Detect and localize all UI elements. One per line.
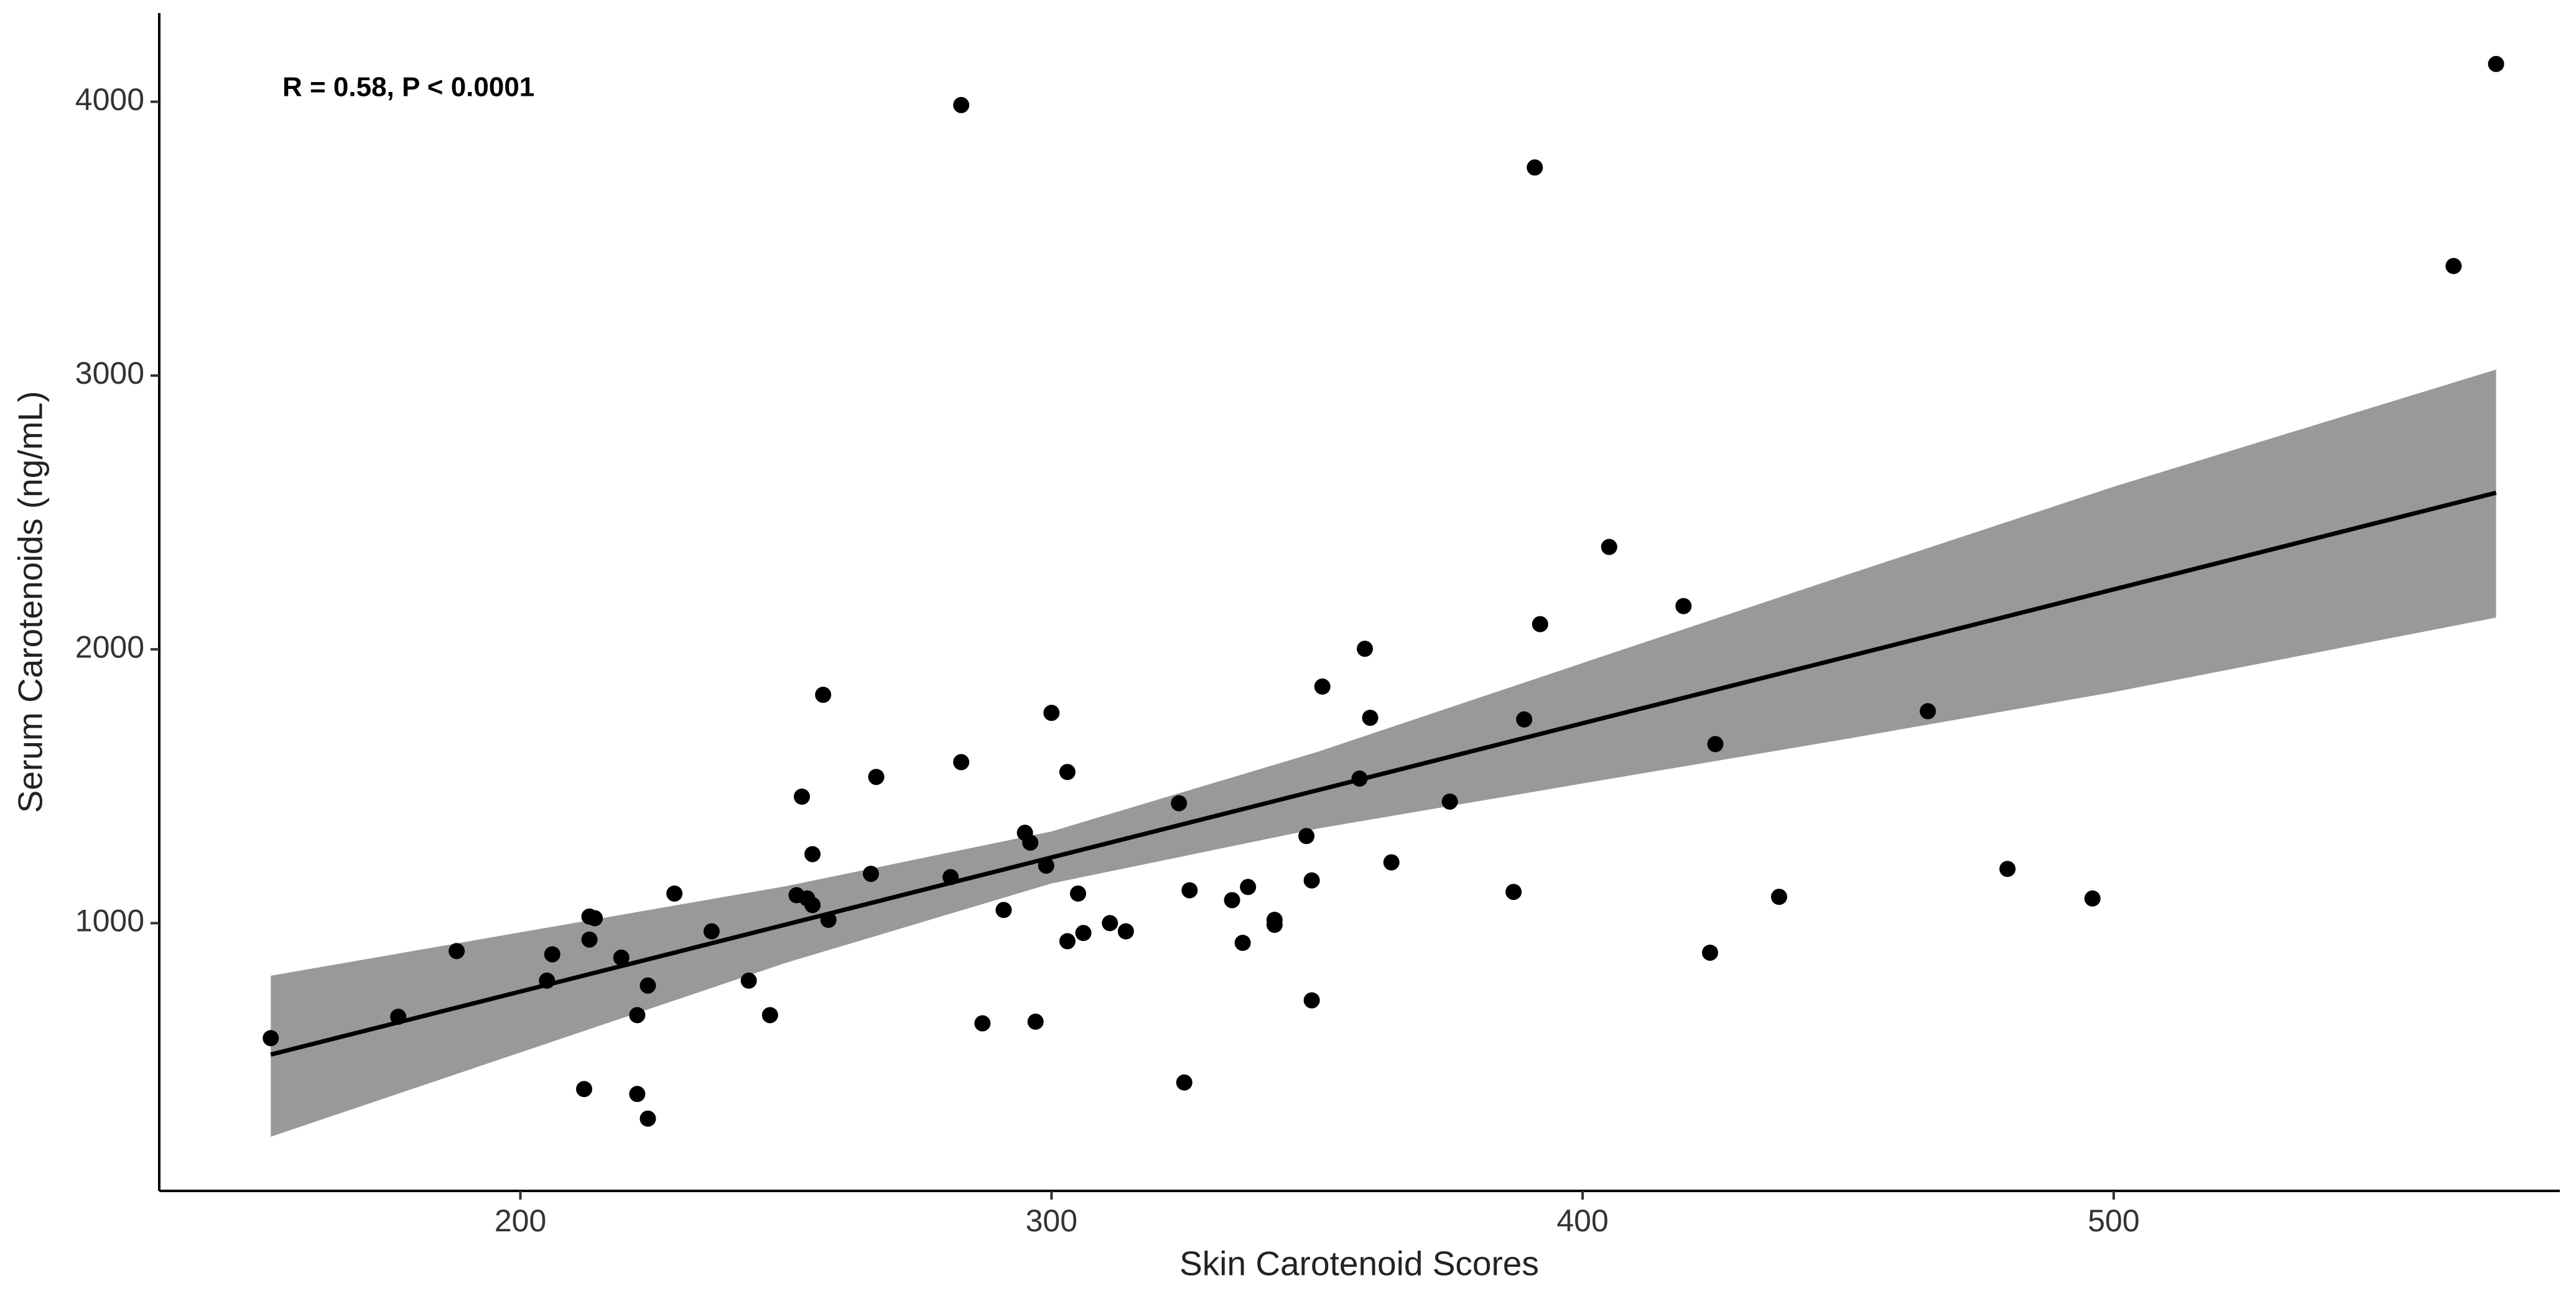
data-point	[1303, 992, 1320, 1009]
data-point	[1240, 879, 1257, 896]
data-point	[1059, 764, 1076, 780]
data-point	[815, 687, 832, 703]
data-point	[761, 1007, 778, 1024]
data-point	[1224, 892, 1240, 909]
data-point	[1532, 616, 1548, 632]
data-point	[794, 789, 811, 805]
y-tick-label: 4000	[75, 82, 144, 117]
data-point	[974, 1015, 991, 1032]
x-tick-label: 300	[1026, 1203, 1077, 1238]
data-point	[1038, 857, 1054, 874]
data-point	[1675, 598, 1692, 614]
data-point	[1362, 710, 1379, 726]
data-point	[449, 943, 465, 960]
data-point	[666, 885, 683, 902]
data-point	[1701, 944, 1718, 961]
data-point	[1920, 703, 1937, 720]
confidence-band	[271, 369, 2496, 1137]
data-point	[1770, 889, 1787, 905]
data-point	[639, 977, 656, 994]
data-point	[2488, 55, 2504, 72]
data-point	[629, 1086, 646, 1103]
data-point	[390, 1008, 407, 1025]
data-point	[863, 866, 880, 882]
data-point	[1303, 872, 1320, 889]
data-point	[1027, 1013, 1044, 1030]
data-point	[1070, 885, 1087, 902]
data-point	[639, 1110, 656, 1127]
data-point	[1171, 795, 1188, 812]
data-point	[804, 897, 821, 914]
data-point	[576, 1081, 593, 1098]
data-point	[1117, 923, 1134, 940]
data-point	[2084, 890, 2101, 907]
data-point	[539, 972, 556, 989]
data-point	[703, 923, 720, 940]
data-point	[263, 1030, 279, 1047]
x-tick-label: 200	[495, 1203, 546, 1238]
data-point	[953, 96, 970, 113]
data-point	[1707, 736, 1724, 752]
data-point	[1527, 159, 1543, 176]
data-point	[1505, 884, 1522, 900]
data-point	[820, 912, 837, 928]
data-point	[1383, 854, 1400, 871]
data-point	[942, 869, 959, 886]
y-tick-label: 2000	[75, 629, 144, 664]
data-point	[995, 902, 1012, 919]
data-point	[544, 946, 560, 963]
data-point	[1516, 711, 1533, 728]
data-point	[1357, 641, 1374, 657]
data-point	[581, 931, 598, 948]
y-tick-label: 1000	[75, 904, 144, 938]
data-point	[1441, 793, 1458, 810]
data-point	[1059, 933, 1076, 950]
data-point	[1181, 882, 1198, 899]
data-point	[1043, 705, 1060, 721]
y-tick-label: 3000	[75, 356, 144, 391]
data-point	[740, 972, 757, 989]
data-point	[1176, 1074, 1193, 1091]
data-point	[1999, 861, 2016, 877]
data-point	[1601, 539, 1617, 555]
data-point	[587, 910, 603, 927]
data-point	[1022, 834, 1039, 851]
data-point	[1075, 925, 1092, 942]
annotation: R = 0.58, P < 0.0001	[282, 72, 534, 103]
x-axis-title: Skin Carotenoid Scores	[1179, 1244, 1539, 1283]
regression-line	[270, 490, 2497, 1057]
x-tick-label: 500	[2088, 1203, 2139, 1238]
data-point	[629, 1007, 646, 1024]
data-point	[804, 846, 821, 863]
x-tick-label: 400	[1556, 1203, 1608, 1238]
data-point	[613, 949, 630, 966]
data-point	[2445, 257, 2462, 274]
data-point	[1351, 770, 1368, 787]
data-point	[1298, 828, 1315, 845]
y-axis-title: Serum Carotenoids (ng/mL)	[11, 391, 50, 813]
data-point	[1266, 917, 1283, 933]
data-point	[1234, 935, 1251, 951]
data-point	[868, 769, 885, 785]
data-point	[953, 754, 970, 771]
data-point	[1314, 678, 1331, 695]
data-point	[1102, 915, 1118, 932]
